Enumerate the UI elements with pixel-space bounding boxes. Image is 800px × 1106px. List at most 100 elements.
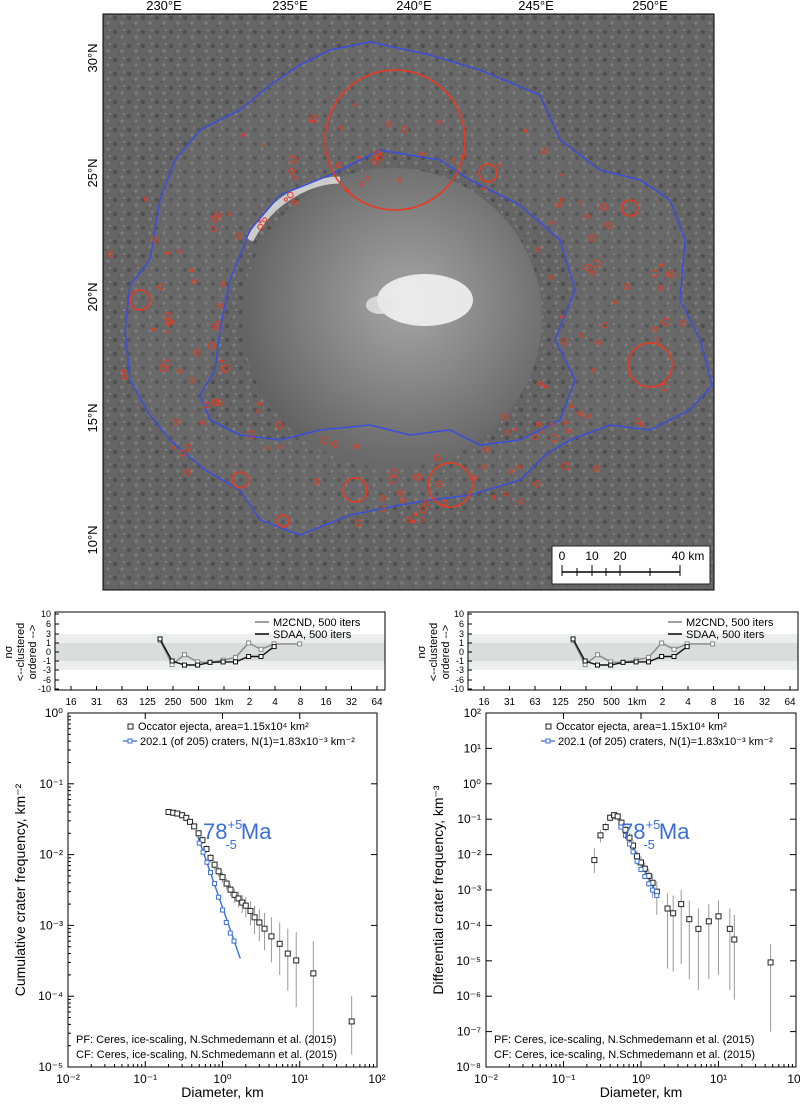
lon-labels: 230°E 235°E 240°E 245°E 250°E	[146, 0, 668, 13]
fit-point	[634, 858, 640, 864]
crater-marker	[543, 384, 548, 389]
crater-marker	[202, 401, 210, 409]
fit-point	[227, 930, 233, 936]
crater-marker	[193, 348, 201, 356]
legend-swatch	[127, 738, 133, 744]
crater-marker	[533, 480, 541, 488]
crater-marker	[664, 272, 670, 277]
crater-marker	[211, 399, 219, 407]
ejecta-point	[293, 957, 300, 964]
crater-marker	[577, 410, 583, 416]
x-tick-label: 500	[603, 697, 620, 708]
crater-marker	[217, 303, 223, 309]
crater-marker	[540, 429, 545, 433]
age-error-minus: -5	[225, 837, 237, 852]
ejecta-point	[634, 853, 641, 860]
x-tick-label: 250	[578, 697, 595, 708]
series-point	[220, 659, 226, 665]
crater-marker	[491, 495, 496, 500]
y-tick-label: 10⁰	[45, 706, 63, 720]
series-point	[246, 640, 252, 646]
model-age-label: 78+5 -5 Ma	[621, 817, 690, 852]
series-point	[233, 654, 239, 660]
legend-label: Occator ejecta, area=1.15x10⁴ km²	[556, 721, 727, 733]
crater-marker	[278, 444, 283, 450]
crater-marker	[152, 236, 159, 244]
y-axis-label: nσ<--clusteredordered -->	[416, 623, 452, 681]
crater-marker	[532, 434, 538, 440]
x-tick-label: 10⁻¹	[133, 1072, 157, 1086]
series-point	[182, 652, 188, 658]
x-tick-label: 8	[711, 697, 717, 708]
ejecta-point	[223, 880, 230, 887]
ejecta-point	[174, 810, 181, 817]
ejecta-point	[268, 933, 275, 940]
ejecta-point	[276, 940, 283, 947]
crater-marker	[660, 383, 669, 392]
series-point	[671, 646, 677, 652]
series-point	[297, 641, 303, 647]
crater-marker	[423, 499, 430, 506]
ejecta-point	[726, 925, 733, 932]
y-axis-label-line: <--clustered	[15, 623, 27, 681]
series-point	[684, 644, 690, 650]
y-tick-label: 6	[46, 619, 51, 629]
fit-point	[231, 938, 237, 944]
crater-marker	[501, 413, 509, 421]
series-point	[233, 659, 239, 665]
ejecta-point	[686, 916, 693, 923]
crater-marker	[385, 120, 391, 127]
fit-point	[220, 907, 225, 913]
series-point	[246, 654, 252, 659]
lon-label: 235°E	[272, 0, 308, 13]
age-error-minus: -5	[643, 837, 655, 852]
y-tick-label: 10⁰	[463, 777, 481, 791]
crater-marker	[434, 454, 441, 462]
y-tick-label: 10²	[464, 706, 481, 720]
crater-marker	[623, 283, 630, 290]
x-tick-label: 10¹	[710, 1072, 727, 1086]
crater-marker	[413, 473, 421, 481]
age-error-plus: +5	[645, 817, 660, 832]
y-tick-label: -3	[456, 665, 464, 675]
lat-label: 30°N	[85, 43, 100, 72]
ejecta-point	[261, 925, 268, 932]
crater-marker	[169, 319, 174, 324]
crater-marker	[427, 462, 473, 508]
production-function-label: PF: Ceres, ice-scaling, N.Schmedemann et…	[494, 1034, 754, 1046]
series-point	[710, 641, 716, 647]
ejecta-point	[215, 868, 222, 875]
chronology-function-label: CF: Ceres, ice-scaling, N.Schmedemann et…	[494, 1049, 755, 1061]
crater-marker	[659, 263, 664, 268]
crater-marker	[560, 315, 564, 319]
series-point	[620, 659, 626, 665]
series-point	[271, 644, 277, 650]
crater-marker	[129, 289, 151, 311]
crater-marker	[497, 163, 501, 167]
y-axis-label-line: <--clustered	[428, 623, 440, 681]
crater-marker	[176, 249, 181, 254]
crater-marker	[579, 332, 585, 338]
crater-marker	[200, 420, 205, 426]
series-point	[659, 640, 665, 646]
crater-marker	[189, 268, 194, 273]
ejecta-point	[310, 970, 317, 977]
crater-marker	[157, 283, 165, 290]
x-tick-label: 10⁰	[213, 1072, 231, 1086]
crater-marker	[559, 197, 564, 202]
y-tick-label: 0	[46, 647, 51, 657]
crater-marker	[590, 270, 596, 276]
ejecta-point	[614, 813, 621, 820]
crater-marker	[264, 446, 269, 451]
ejecta-point	[207, 854, 214, 861]
crater-marker	[405, 516, 412, 524]
crater-marker	[441, 499, 448, 506]
ejecta-point	[199, 837, 206, 844]
crater-marker	[107, 250, 115, 258]
fit-point	[630, 849, 636, 855]
crater-marker	[214, 325, 219, 331]
y-tick-label: 10⁻⁶	[456, 989, 481, 1003]
crater-marker	[227, 211, 232, 217]
